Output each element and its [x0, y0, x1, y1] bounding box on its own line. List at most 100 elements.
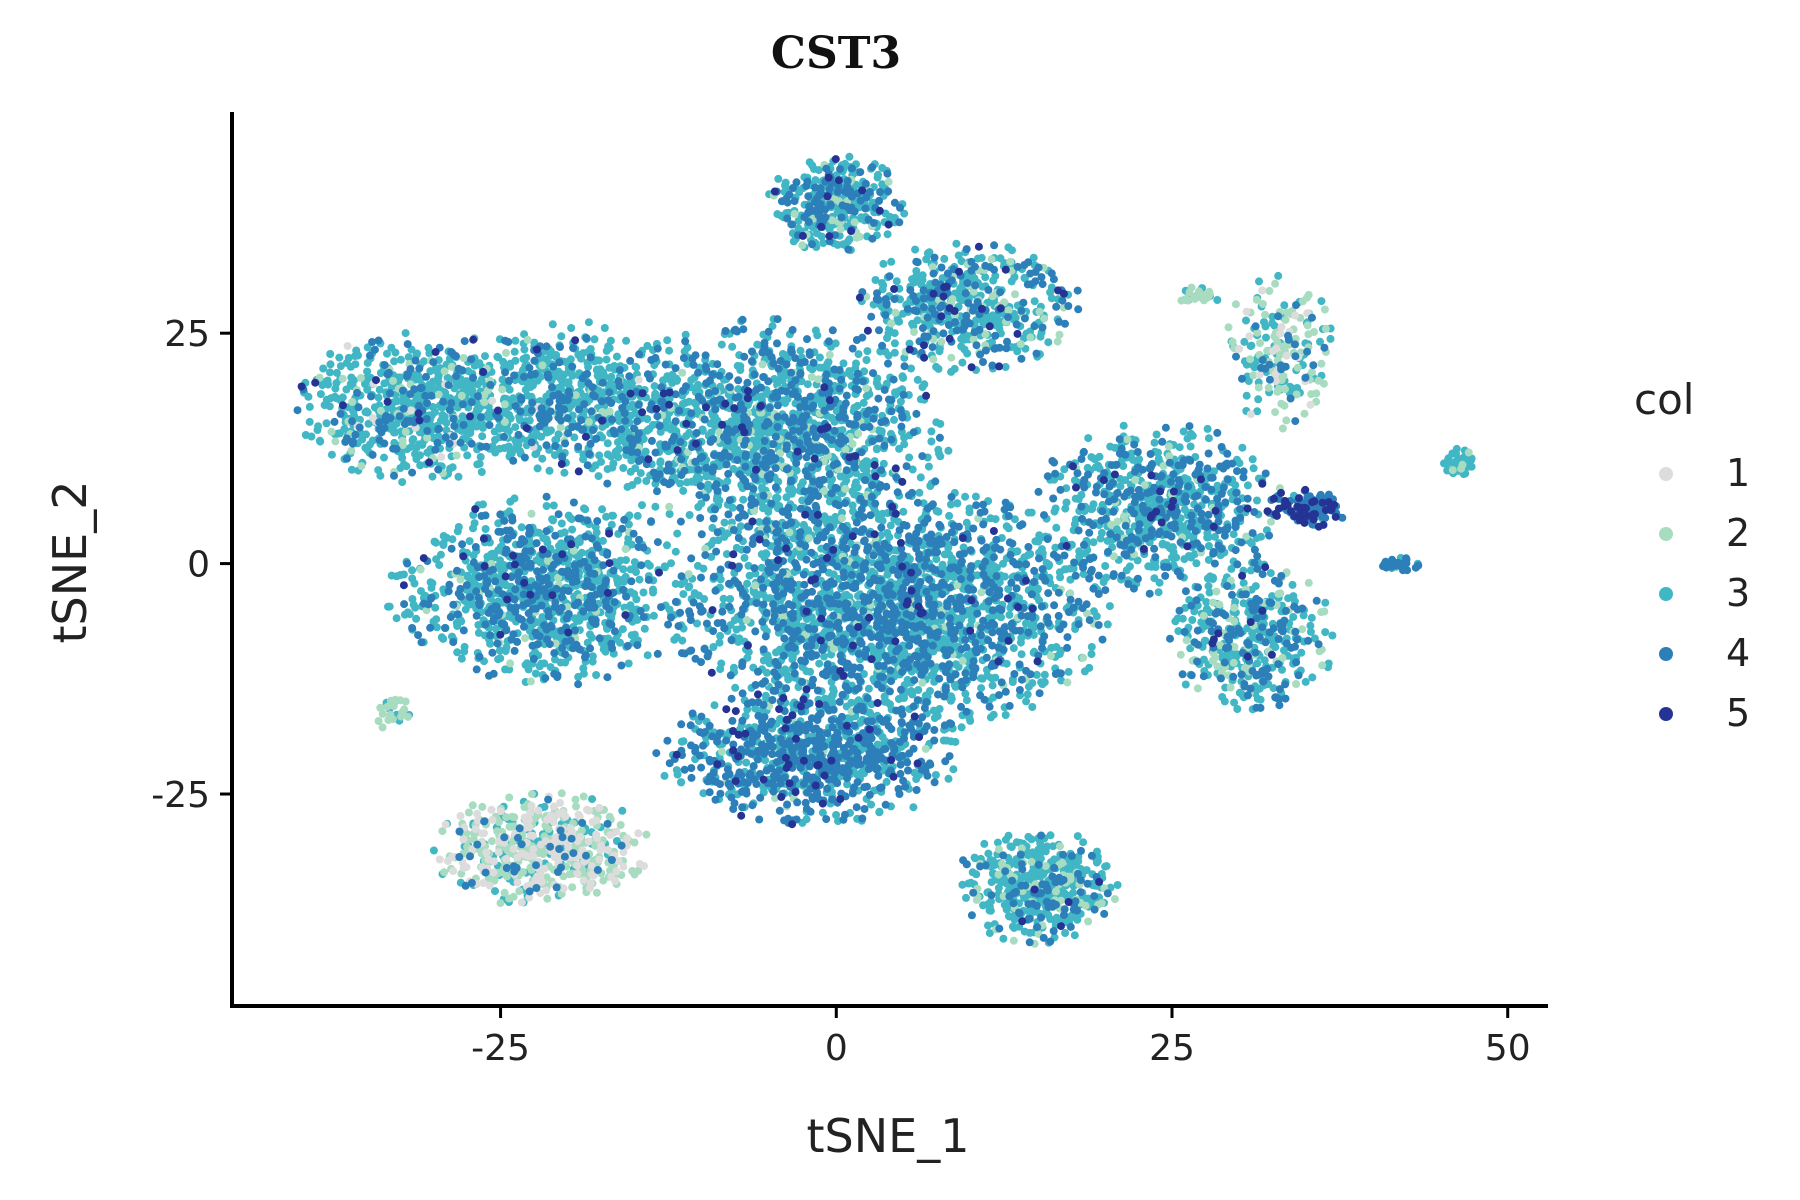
scatter-point	[392, 614, 401, 623]
scatter-point	[600, 324, 609, 332]
scatter-point	[560, 468, 569, 477]
scatter-point	[614, 445, 623, 454]
scatter-point	[773, 210, 782, 219]
scatter-point	[633, 511, 642, 520]
scatter-point	[989, 276, 998, 285]
scatter-point	[491, 448, 500, 457]
scatter-point	[874, 170, 882, 179]
scatter-point	[643, 651, 652, 660]
scatter-point	[1096, 534, 1105, 543]
scatter-point	[719, 594, 728, 603]
scatter-point	[983, 671, 992, 680]
scatter-point	[432, 615, 441, 624]
scatter-point	[879, 259, 888, 268]
scatter-point	[554, 383, 563, 392]
scatter-point	[363, 367, 372, 376]
scatter-point	[619, 464, 628, 472]
scatter-point	[892, 277, 901, 286]
scatter-point	[1246, 566, 1255, 575]
scatter-point	[1004, 524, 1013, 533]
scatter-point	[778, 376, 787, 385]
scatter-point	[684, 583, 693, 592]
scatter-point	[916, 473, 925, 482]
scatter-point	[768, 322, 777, 331]
scatter-point	[609, 459, 618, 468]
scatter-point	[828, 691, 837, 700]
scatter-point	[749, 588, 758, 597]
scatter-point	[991, 673, 1000, 682]
scatter-point	[935, 347, 944, 356]
scatter-point	[796, 346, 805, 355]
scatter-point	[511, 356, 520, 365]
scatter-point	[588, 657, 597, 666]
scatter-point	[472, 422, 481, 431]
scatter-point	[555, 541, 563, 550]
scatter-point	[346, 380, 355, 389]
scatter-point	[416, 461, 425, 470]
scatter-point	[414, 371, 423, 380]
scatter-point	[671, 579, 680, 588]
scatter-point	[315, 436, 324, 445]
scatter-point	[592, 671, 601, 679]
scatter-point	[900, 433, 909, 442]
scatter-point	[545, 466, 554, 475]
scatter-point	[1089, 500, 1098, 509]
scatter-point	[860, 367, 869, 376]
scatter-point	[661, 563, 669, 572]
scatter-point	[878, 516, 887, 525]
scatter-point	[677, 778, 686, 787]
scatter-point	[501, 405, 509, 414]
scatter-point	[579, 455, 588, 464]
scatter-point	[710, 701, 719, 710]
scatter-point	[1101, 562, 1110, 570]
scatter-point	[567, 515, 576, 524]
scatter-point	[679, 486, 688, 495]
scatter-point	[1121, 476, 1130, 485]
scatter-point	[1075, 547, 1084, 556]
scatter-point	[338, 393, 347, 402]
scatter-point	[875, 807, 884, 816]
scatter-point	[989, 710, 998, 719]
scatter-point	[470, 519, 479, 528]
scatter-point	[446, 464, 455, 473]
scatter-point	[383, 349, 391, 358]
scatter-point	[439, 539, 448, 548]
scatter-point	[953, 499, 962, 508]
scatter-point	[850, 403, 859, 412]
scatter-point	[1154, 588, 1163, 597]
scatter-point	[850, 490, 859, 499]
scatter-point	[623, 482, 632, 491]
scatter-point	[519, 355, 528, 363]
scatter-point	[506, 414, 515, 423]
scatter-point	[326, 350, 335, 358]
scatter-point	[1064, 667, 1073, 676]
scatter-point	[957, 723, 966, 732]
scatter-point	[742, 758, 751, 767]
scatter-point	[717, 659, 726, 668]
scatter-point	[551, 655, 559, 664]
scatter-point	[614, 410, 623, 419]
scatter-point	[643, 426, 652, 435]
scatter-point	[900, 353, 909, 362]
scatter-point	[935, 449, 943, 458]
scatter-point	[871, 276, 880, 284]
scatter-point	[977, 253, 986, 262]
scatter-point	[1061, 504, 1070, 513]
scatter-point	[468, 575, 477, 584]
scatter-point	[607, 520, 616, 529]
scatter-point	[1248, 455, 1257, 464]
scatter-point	[1152, 430, 1161, 439]
scatter-point	[672, 376, 681, 385]
scatter-point	[502, 643, 511, 652]
scatter-point	[988, 681, 997, 690]
scatter-point	[940, 254, 949, 263]
scatter-point	[426, 367, 435, 376]
scatter-point	[607, 372, 616, 381]
scatter-point	[952, 239, 961, 248]
scatter-point	[734, 385, 743, 394]
scatter-point	[496, 654, 505, 663]
scatter-point	[1028, 703, 1037, 711]
scatter-point	[649, 585, 657, 594]
scatter-point	[598, 536, 607, 545]
scatter-point	[995, 324, 1004, 333]
